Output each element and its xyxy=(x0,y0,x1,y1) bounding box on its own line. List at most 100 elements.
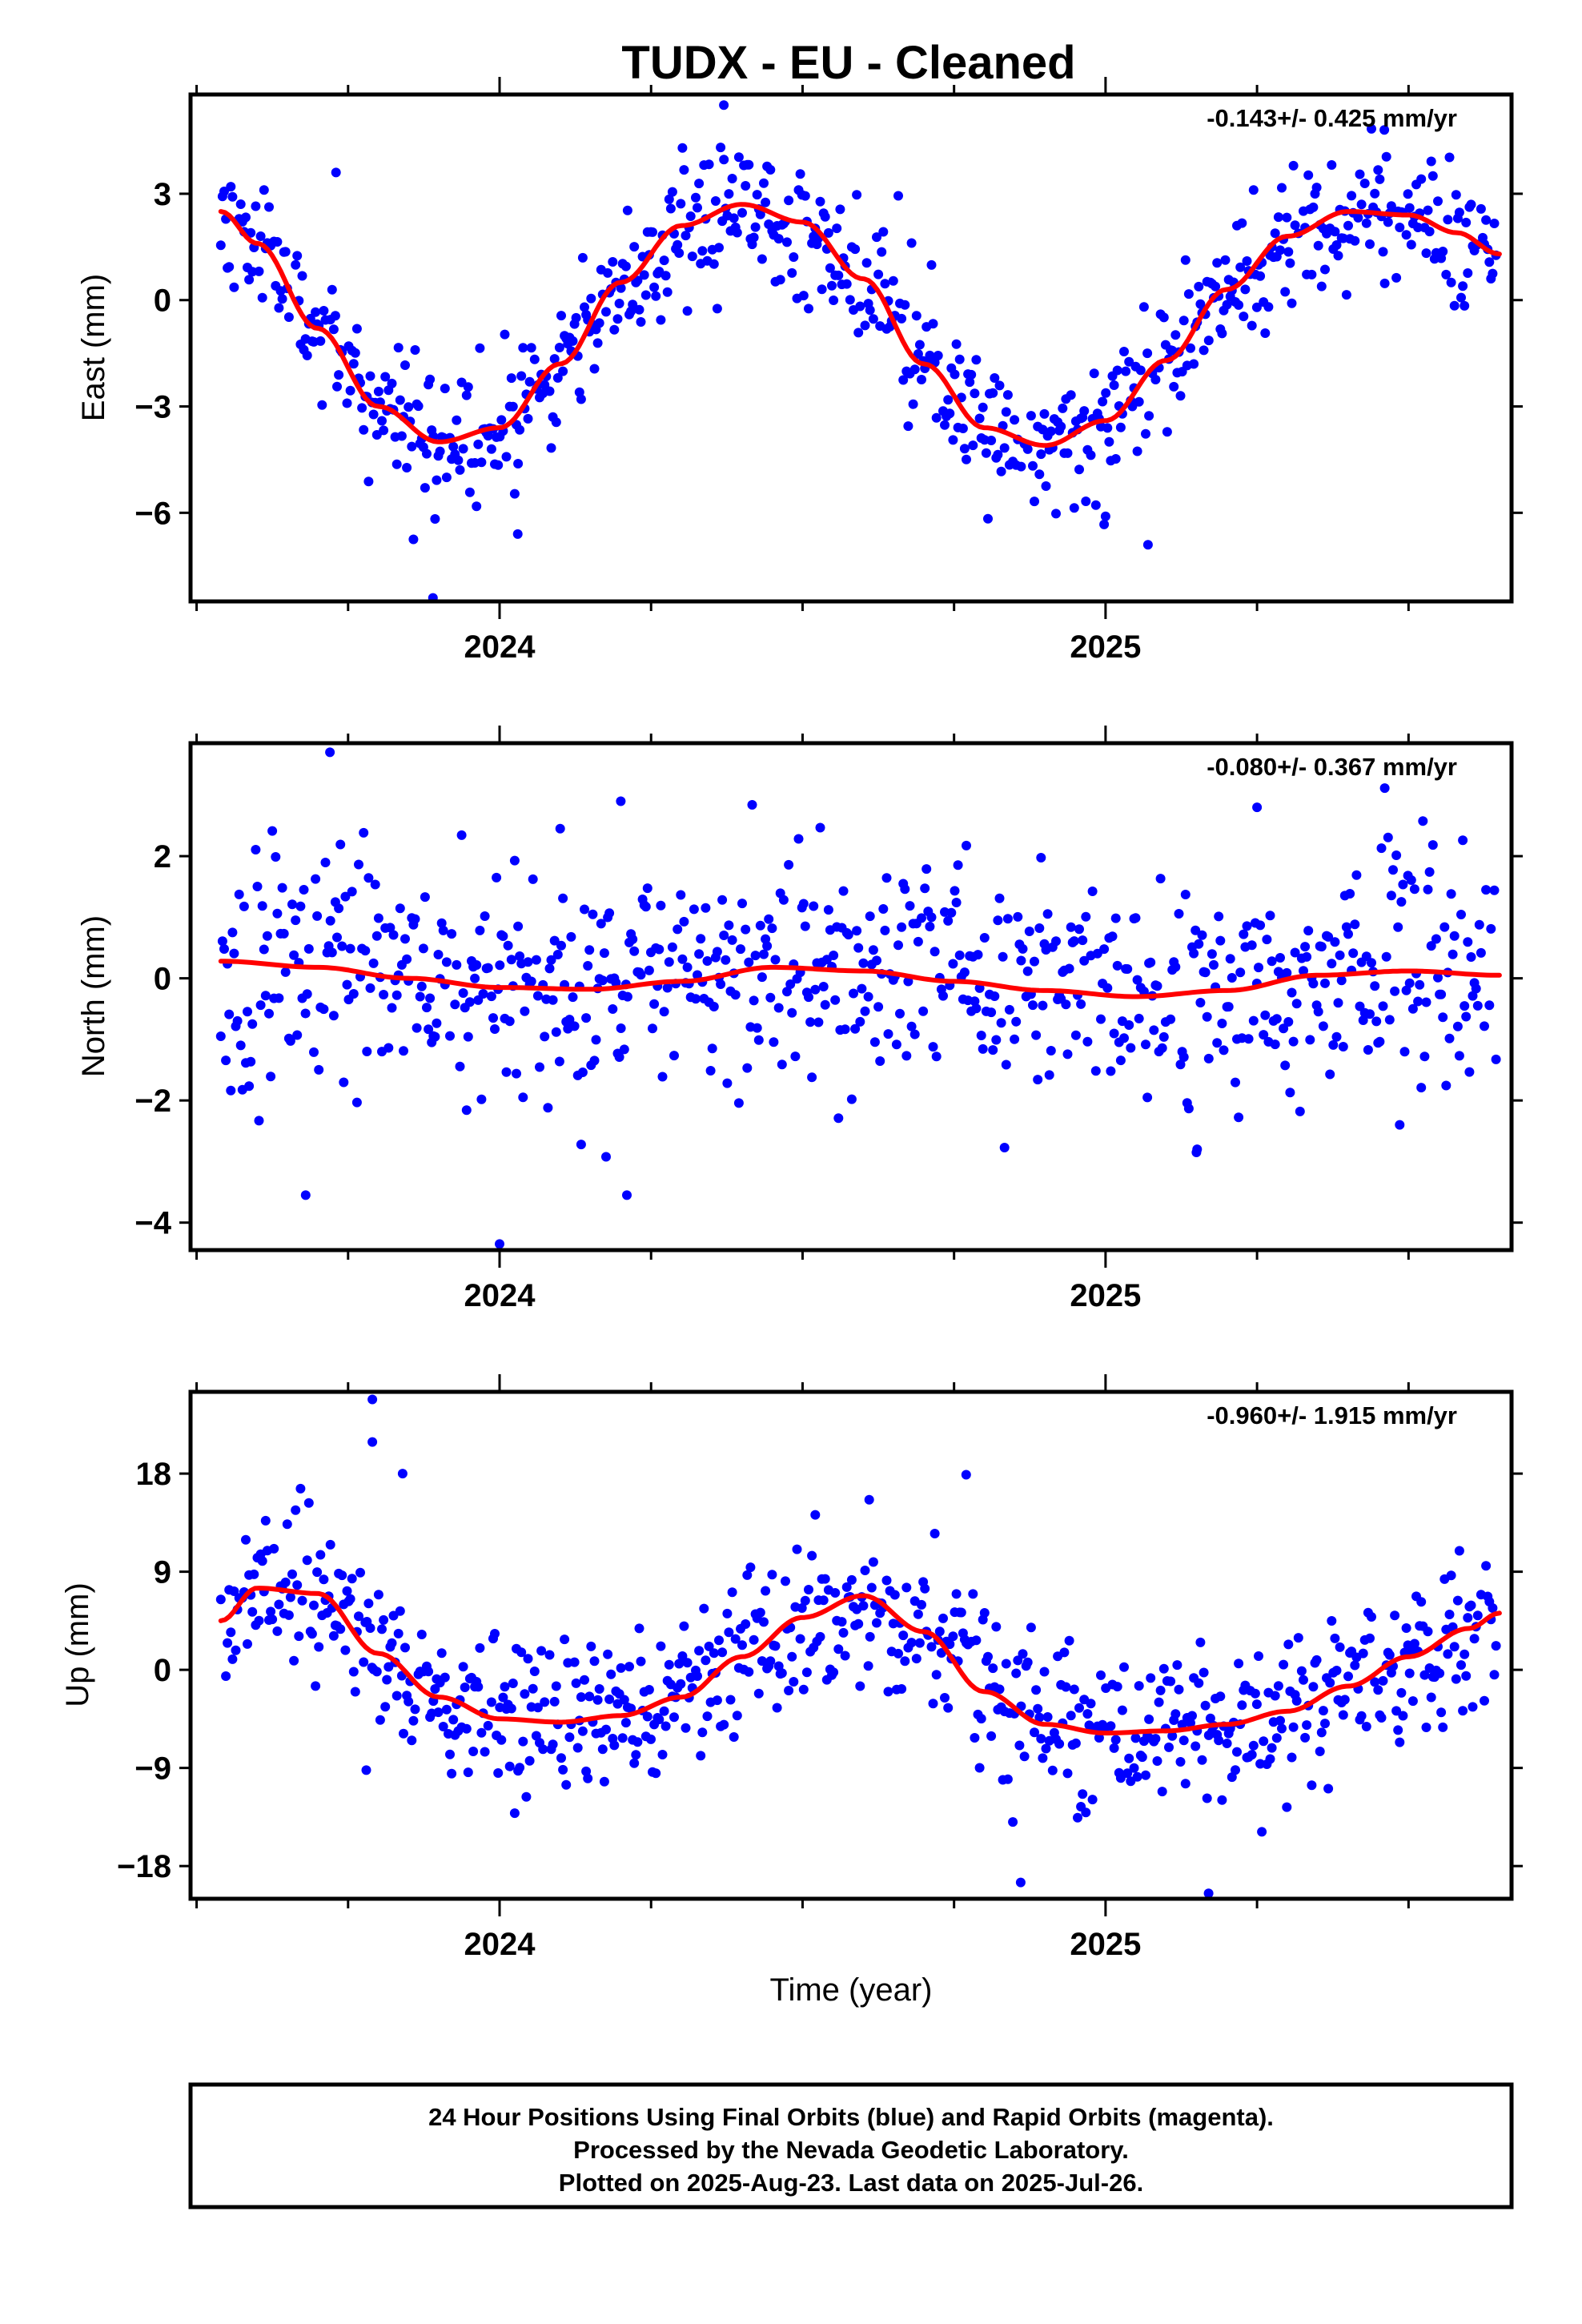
up-point xyxy=(693,1671,702,1681)
north-point xyxy=(1419,1051,1430,1062)
north-point xyxy=(823,905,833,915)
east-point xyxy=(928,319,938,329)
east-point xyxy=(410,345,420,355)
north-point xyxy=(483,963,493,973)
north-point xyxy=(993,915,1003,926)
east-point xyxy=(1303,170,1314,180)
north-point xyxy=(1262,935,1272,945)
north-point xyxy=(833,1113,844,1124)
north-point xyxy=(325,915,335,926)
east-point xyxy=(1142,348,1153,359)
north-point xyxy=(226,1085,236,1096)
east-point xyxy=(817,284,827,295)
up-point xyxy=(500,1682,510,1692)
up-point xyxy=(943,1703,954,1713)
north-point xyxy=(512,1068,521,1079)
up-point xyxy=(699,1603,709,1614)
up-point xyxy=(257,1556,267,1566)
north-point xyxy=(628,934,638,944)
north-point xyxy=(897,922,907,932)
up-point xyxy=(1331,1666,1342,1675)
east-point xyxy=(908,399,918,409)
east-points xyxy=(215,100,1501,601)
up-point xyxy=(342,1586,352,1596)
north-point xyxy=(840,1024,850,1035)
north-point xyxy=(855,1016,865,1027)
up-point xyxy=(1287,1752,1297,1763)
east-point xyxy=(379,425,389,436)
east-point xyxy=(440,384,450,394)
north-point xyxy=(1466,952,1476,962)
up-point xyxy=(717,1647,728,1658)
up-outlier-point xyxy=(361,1765,371,1775)
north-point xyxy=(1328,1039,1339,1050)
north-point xyxy=(1433,972,1443,983)
east-point xyxy=(571,312,581,323)
up-point xyxy=(755,1607,765,1618)
up-point xyxy=(1350,1660,1360,1671)
north-point xyxy=(998,951,1008,962)
east-point xyxy=(687,251,697,262)
north-outlier-point xyxy=(616,796,626,806)
east-point xyxy=(235,199,246,209)
up-point xyxy=(829,1667,839,1678)
up-point xyxy=(1061,1682,1071,1692)
east-point xyxy=(1026,411,1036,421)
north-outlier-point xyxy=(300,1190,311,1200)
up-point xyxy=(661,1721,671,1731)
up-point xyxy=(231,1645,241,1655)
east-point xyxy=(996,466,1006,476)
north-point xyxy=(456,830,467,840)
up-point xyxy=(1174,1684,1184,1695)
east-point xyxy=(986,436,997,445)
east-point xyxy=(1194,281,1204,292)
north-point xyxy=(1300,942,1311,952)
north-point xyxy=(540,1031,550,1042)
north-point xyxy=(566,931,576,942)
east-point xyxy=(697,246,708,256)
up-point xyxy=(599,1776,609,1787)
east-point xyxy=(903,421,913,432)
x-axis-label: Time (year) xyxy=(770,1972,933,2008)
east-point xyxy=(1248,185,1259,195)
north-point xyxy=(1051,936,1061,947)
north-point xyxy=(1231,1077,1240,1088)
east-point xyxy=(1424,227,1435,237)
east-outlier-point xyxy=(331,167,341,178)
north-points xyxy=(215,747,1501,1249)
up-outlier-point xyxy=(397,1469,408,1479)
east-point xyxy=(673,239,683,250)
up-point xyxy=(1472,1610,1483,1621)
up-point xyxy=(789,1677,799,1687)
east-point xyxy=(1199,345,1209,356)
up-point xyxy=(787,1651,797,1662)
east-point xyxy=(1331,240,1342,250)
east-point xyxy=(968,440,978,451)
east-point xyxy=(749,232,759,243)
north-point xyxy=(399,1046,408,1056)
east-point xyxy=(1066,390,1076,400)
up-outlier-point xyxy=(961,1470,971,1480)
east-point xyxy=(1169,381,1179,392)
east-point xyxy=(962,454,971,464)
east-point xyxy=(580,302,589,312)
up-point xyxy=(289,1655,299,1666)
east-point xyxy=(1461,217,1472,227)
up-point xyxy=(551,1681,561,1691)
north-point xyxy=(581,1013,592,1023)
up-point xyxy=(866,1582,877,1593)
north-point xyxy=(676,890,686,900)
north-point xyxy=(1024,927,1034,936)
north-point xyxy=(280,967,291,977)
east-point xyxy=(832,223,842,234)
north-point xyxy=(569,1021,580,1031)
east-point xyxy=(933,351,943,360)
up-point xyxy=(371,1667,382,1677)
up-point xyxy=(1458,1706,1468,1716)
north-point xyxy=(348,989,359,999)
north-point xyxy=(1390,986,1400,996)
north-point xyxy=(994,893,1005,903)
up-point xyxy=(1446,1570,1456,1581)
east-point xyxy=(804,304,813,314)
east-point xyxy=(679,165,689,175)
